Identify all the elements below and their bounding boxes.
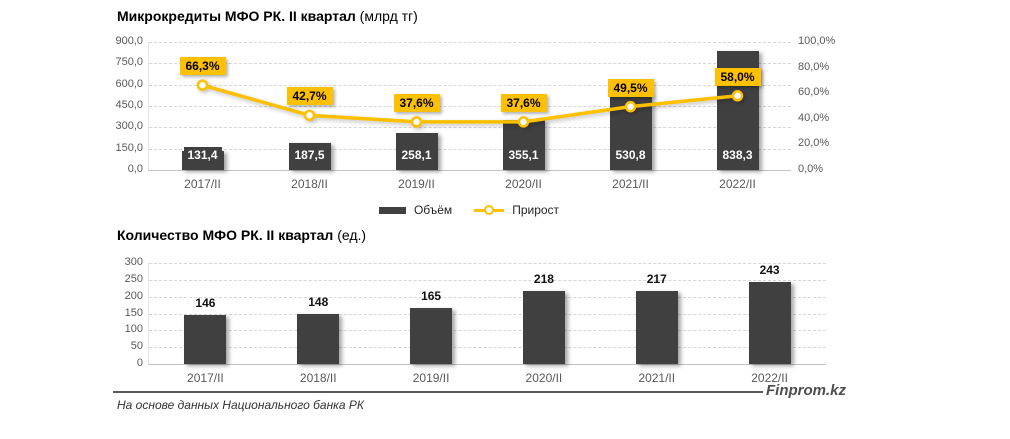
growth-percent-label: 42,7% [286,87,333,106]
growth-percent-label: 66,3% [179,57,226,76]
legend-line-swatch [474,205,505,215]
gridline [149,330,826,332]
y-axis-tick-label: 300 [124,256,143,268]
category-label: 2021/II [638,371,676,385]
bar [748,282,791,364]
gridline [149,296,826,298]
y-axis-tick-label: 0,0 [127,163,143,175]
growth-line-chart [196,79,744,128]
brand-divider-line [113,391,763,393]
growth-percent-label: 37,6% [500,93,547,112]
gridline [149,84,791,86]
y-axis-tick-label: 150,0 [115,141,143,154]
y-axis-tick-label: 150 [124,306,143,319]
line-marker-icon [731,90,744,102]
category-label: 2019/II [398,177,435,191]
y-axis-tick-label: 50 [130,340,143,353]
y-axis-tick-label: 0 [136,357,143,369]
bar-value-label: 217 [646,271,667,286]
y-axis-tick-label: 200 [124,289,143,302]
bar-value-label: 243 [759,263,780,278]
legend-line-marker-icon [484,205,495,215]
category-label: 2017/II [187,371,224,385]
growth-percent-label: 58,0% [714,67,761,86]
legend-bar-label: Объём [413,203,453,217]
growth-percent-label: 49,5% [607,78,654,97]
y2-axis-tick-label: 100,0% [798,35,836,47]
bar-value-label: 146 [195,295,216,310]
brand-logo: Finprom.kz [766,382,847,399]
category-label: 2020/II [525,371,563,385]
bar-value-label: 355,1 [504,147,543,163]
category-label: 2022/II [719,177,756,191]
gridline [149,148,791,150]
gridline [149,279,826,281]
chart2-title: Количество МФО РК. II квартал (ед.) [117,227,366,243]
source-note: На основе данных Национального банка РК [117,398,364,412]
chart1-legend: Объём Прирост [148,203,790,217]
gridline [149,313,826,315]
gridline [149,263,826,264]
growth-percent-label: 37,6% [393,93,440,112]
gridline [149,42,791,43]
gridline [149,106,791,107]
line-marker-icon [410,116,423,128]
bar [184,314,227,364]
category-label: 2018/II [291,177,328,191]
category-label: 2021/II [612,177,649,191]
category-label: 2020/II [505,177,542,191]
chart2-title-unit: (ед.) [337,227,367,243]
chart1-title-unit: (млрд тг) [359,8,418,24]
y-axis-tick-label: 250 [124,272,143,285]
bar [522,290,565,364]
bar-value-label: 165 [421,289,442,304]
y-axis-tick-label: 900,0 [115,35,143,47]
gridline [149,347,826,349]
line-marker-icon [196,79,209,91]
chart2-plot-area: 300 250 200 150 100 50 0 2017/II 146 2018/II 148 20… [125,256,826,385]
y-axis-tick-label: 750,0 [115,56,143,69]
y2-axis-tick-label: 40,0% [798,111,830,124]
y2-axis-tick-label: 0,0% [798,163,824,175]
y2-axis-tick-label: 80,0% [798,60,830,73]
y2-axis-tick-label: 20,0% [798,137,830,150]
y-axis-tick-label: 450,0 [115,99,143,111]
y-axis-tick-label: 600,0 [115,77,143,90]
legend-line-label: Прирост [512,203,560,217]
bar-value-label: 530,8 [611,147,650,163]
bar-value-label: 187,5 [290,147,329,163]
chart2-title-text: Количество МФО РК. II квартал [117,227,334,243]
bar-value-label: 218 [533,271,554,286]
line-marker-icon [303,109,316,122]
y2-axis-tick-label: 60,0% [798,86,830,99]
chart1-title: Микрокредиты МФО РК. II квартал (млрд тг… [117,8,418,24]
bar-value-label: 131,4 [183,147,222,163]
bar-value-label: 258,1 [397,147,436,163]
bar [635,290,678,364]
line-marker-icon [517,116,530,128]
legend-bar-swatch [378,206,406,214]
category-label: 2019/II [412,371,450,385]
bar [297,314,340,364]
y-axis-tick-label: 100 [124,323,143,336]
line-marker-icon [624,100,637,113]
category-label: 2018/II [299,371,337,385]
category-label: 2017/II [184,177,221,191]
gridline [149,127,791,129]
category-label: 2022/II [751,371,788,385]
bar-value-label: 838,3 [718,147,757,163]
gridline [149,63,791,65]
growth-line [202,83,738,124]
bar [410,308,453,364]
bar-value-label: 148 [308,295,329,310]
chart1-plot-area: 900,0 750,0 600,0 450,0 300,0 150,0 0,0 100,0% 8… [115,35,835,191]
y-axis-tick-label: 300,0 [115,120,143,133]
chart1-title-text: Микрокредиты МФО РК. II квартал [117,8,356,24]
